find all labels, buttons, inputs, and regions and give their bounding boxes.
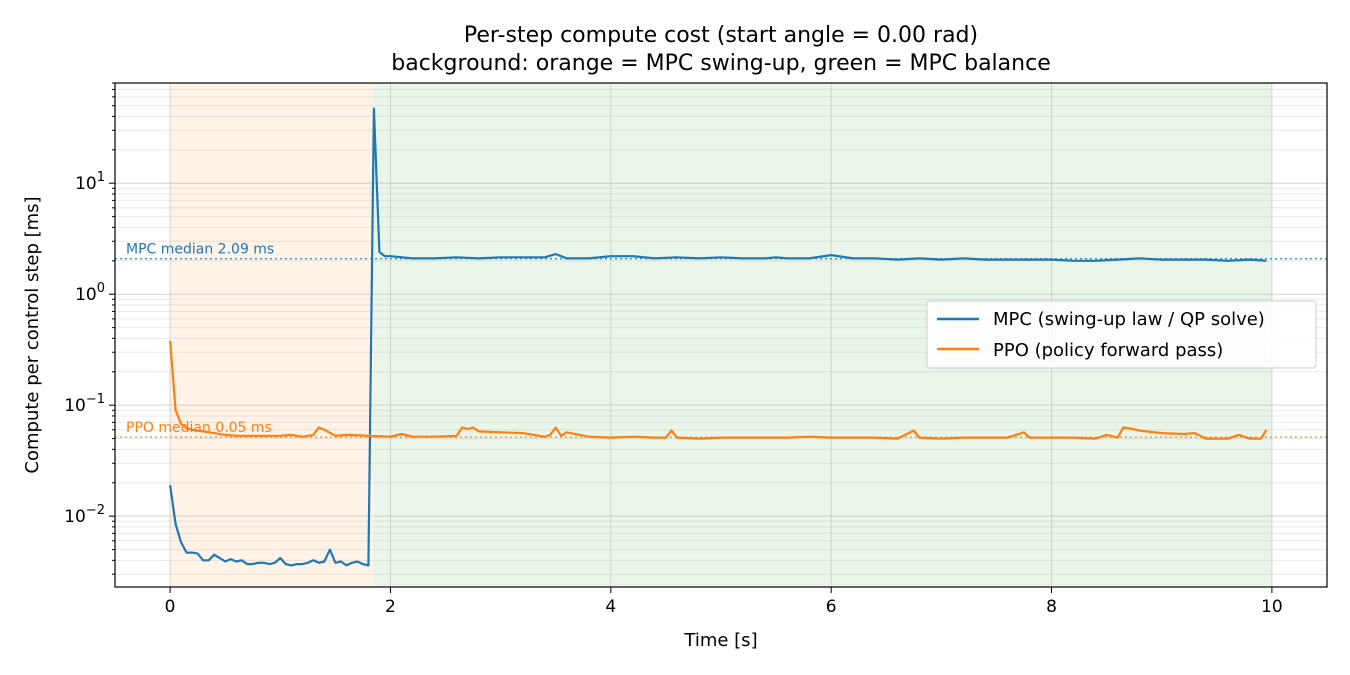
x-tick-label: 8 bbox=[1046, 597, 1057, 617]
y-axis: 10−2 10−1 100 101 bbox=[64, 82, 115, 575]
x-tick-label: 6 bbox=[826, 597, 837, 617]
series-line-0 bbox=[169, 107, 1267, 567]
x-tick-label: 0 bbox=[165, 597, 176, 617]
plot-lines bbox=[169, 107, 1268, 567]
x-axis-label: Time [s] bbox=[683, 630, 757, 651]
legend-box bbox=[926, 300, 1317, 369]
legend-label-mpc: MPC (swing-up law / QP solve) bbox=[993, 309, 1265, 330]
plot-frame bbox=[114, 82, 1328, 588]
y-tick-label: 10−1 bbox=[64, 392, 105, 416]
chart-title: Per-step compute cost (start angle = 0.0… bbox=[464, 23, 978, 48]
grid bbox=[115, 82, 1327, 587]
chart-subtitle: background: orange = MPC swing-up, green… bbox=[391, 51, 1050, 76]
x-axis: 0 2 4 6 8 10 bbox=[165, 587, 1283, 617]
legend-label-ppo: PPO (policy forward pass) bbox=[993, 340, 1223, 361]
median-label-0: MPC median 2.09 ms bbox=[126, 242, 274, 258]
median-label-1: PPO median 0.05 ms bbox=[126, 420, 272, 436]
x-tick-label: 2 bbox=[385, 597, 396, 617]
y-tick-label: 101 bbox=[75, 170, 105, 194]
median-lines: MPC median 2.09 ms PPO median 0.05 ms bbox=[115, 242, 1327, 438]
x-tick-label: 10 bbox=[1261, 597, 1283, 617]
phase-band-0 bbox=[170, 83, 374, 587]
y-tick-label: 100 bbox=[75, 281, 105, 305]
series-line-1 bbox=[169, 340, 1268, 440]
y-tick-label: 10−2 bbox=[64, 503, 105, 527]
x-tick-label: 4 bbox=[605, 597, 616, 617]
y-axis-label: Compute per control step [ms] bbox=[22, 196, 43, 473]
legend: MPC (swing-up law / QP solve) PPO (polic… bbox=[926, 300, 1317, 369]
